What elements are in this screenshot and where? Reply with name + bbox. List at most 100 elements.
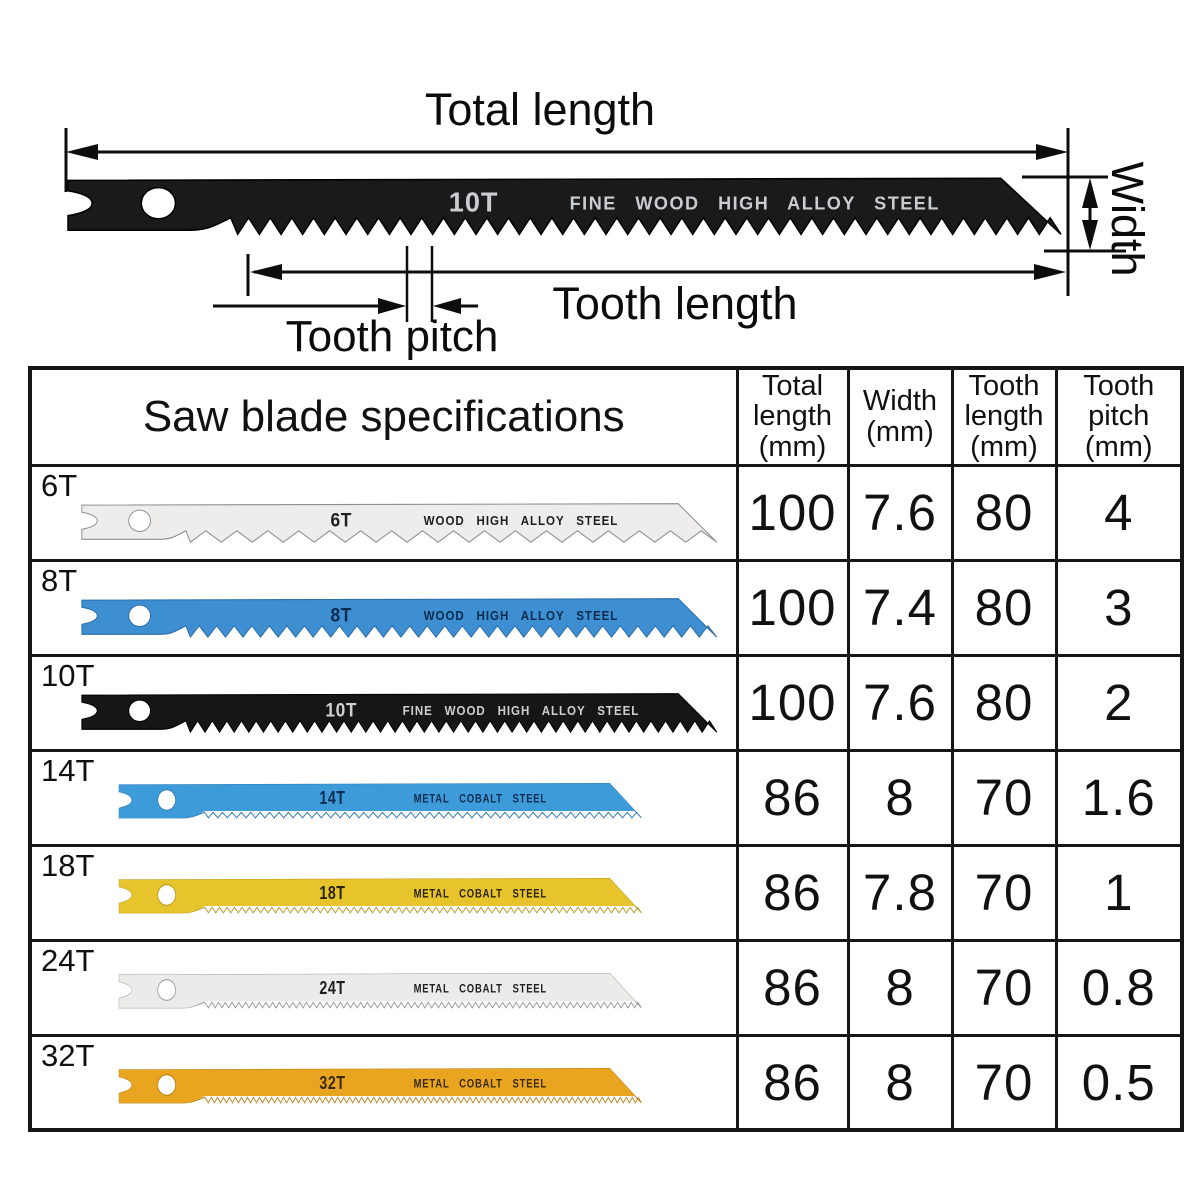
jigsaw-blade-graphic: 14T METAL COBALT STEEL [118, 782, 642, 819]
blade-material-text: FINE WOOD HIGH ALLOY STEEL [570, 192, 940, 213]
tooth-length-value: 70 [950, 1033, 1058, 1132]
total-length-value: 86 [735, 748, 850, 847]
column-header-0: Total length (mm) [735, 366, 850, 467]
blade-image: 10T FINE WOOD HIGH ALLOY STEEL [78, 688, 720, 745]
table-title: Saw blade specifications [28, 366, 739, 467]
blade-mount-hole [157, 1073, 177, 1096]
blade-material-text: METAL COBALT STEEL [414, 982, 547, 995]
tooth-length-value: 80 [950, 558, 1058, 657]
total-length-value: 100 [735, 463, 850, 562]
blade-cell-10T: 10T 10T FINE WOOD HIGH ALLOY STEEL [28, 653, 739, 752]
table-row-32T: 32T 32T METAL COBALT STEEL 86 8 70 0.5 [28, 1033, 1184, 1132]
blade-mount-hole [128, 699, 152, 722]
blade-image: 18T METAL COBALT STEEL [116, 873, 644, 928]
tooth-length-value: 80 [950, 653, 1058, 752]
tooth-length-value: 80 [950, 463, 1058, 562]
blade-image: 8T WOOD HIGH ALLOY STEEL [78, 593, 720, 650]
width-label: Width [1102, 161, 1153, 277]
blade-material-text: METAL COBALT STEEL [414, 1077, 547, 1090]
column-header-3: Tooth pitch (mm) [1054, 366, 1184, 467]
blade-image: 14T METAL COBALT STEEL [116, 778, 644, 833]
total-length-value: 86 [735, 938, 850, 1037]
blade-material-text: METAL COBALT STEEL [414, 887, 547, 900]
blade-material-text: METAL COBALT STEEL [414, 792, 547, 805]
spec-table: Saw blade specifications Total length (mm) W… [28, 366, 1184, 1132]
blade-dimension-diagram: 10T FINE WOOD HIGH ALLOY STEEL [0, 0, 1200, 366]
blade-model-text: 24T [319, 977, 345, 998]
width-value: 7.6 [846, 463, 954, 562]
row-label: 10T [41, 657, 95, 693]
total-length-value: 100 [735, 653, 850, 752]
table-row-8T: 8T 8T WOOD HIGH ALLOY STEEL 100 7.4 80 3 [28, 558, 1184, 657]
tooth-pitch-value: 3 [1054, 558, 1184, 657]
width-value: 8 [846, 1033, 954, 1132]
blade-cell-24T: 24T 24T METAL COBALT STEEL [28, 938, 739, 1037]
tooth-pitch-value: 0.5 [1054, 1033, 1184, 1132]
tooth-pitch-value: 2 [1054, 653, 1184, 752]
blade-material-text: WOOD HIGH ALLOY STEEL [424, 608, 619, 623]
blade-mount-hole [157, 788, 177, 811]
blade-model-text: 10T [449, 186, 499, 218]
total-length-value: 86 [735, 1033, 850, 1132]
blade-model-text: 18T [319, 882, 345, 903]
jigsaw-blade-graphic: 10T FINE WOOD HIGH ALLOY STEEL [81, 692, 718, 733]
table-row-6T: 6T 6T WOOD HIGH ALLOY STEEL 100 7.6 80 4 [28, 463, 1184, 562]
tooth-length-value: 70 [950, 843, 1058, 942]
jigsaw-blade-graphic: 8T WOOD HIGH ALLOY STEEL [81, 597, 718, 638]
blade-mount-hole [157, 978, 177, 1001]
blade-mount-hole [128, 509, 152, 532]
width-value: 8 [846, 748, 954, 847]
width-value: 7.4 [846, 558, 954, 657]
row-label: 18T [41, 847, 95, 883]
tooth-length-value: 70 [950, 748, 1058, 847]
blade-mount-hole [140, 186, 177, 220]
blade-model-text: 10T [325, 698, 357, 720]
tooth-length-value: 70 [950, 938, 1058, 1037]
width-value: 8 [846, 938, 954, 1037]
table-row-24T: 24T 24T METAL COBALT STEEL 86 8 70 0.8 [28, 938, 1184, 1037]
tooth-pitch-label: Tooth pitch [285, 312, 499, 361]
blade-cell-18T: 18T 18T METAL COBALT STEEL [28, 843, 739, 942]
column-header-1: Width (mm) [846, 366, 954, 467]
table-row-18T: 18T 18T METAL COBALT STEEL 86 7.8 70 1 [28, 843, 1184, 942]
blade-model-text: 14T [319, 787, 345, 808]
tooth-pitch-value: 0.8 [1054, 938, 1184, 1037]
blade-model-text: 6T [330, 508, 352, 530]
blade-image: 32T METAL COBALT STEEL [116, 1063, 644, 1118]
row-label: 8T [41, 562, 78, 598]
tooth-pitch-value: 1.6 [1054, 748, 1184, 847]
blade-model-text: 8T [330, 603, 352, 625]
jigsaw-blade-illustration: 10T FINE WOOD HIGH ALLOY STEEL [62, 170, 1066, 253]
blade-material-text: FINE WOOD HIGH ALLOY STEEL [403, 703, 640, 718]
column-header-2: Tooth length (mm) [950, 366, 1058, 467]
table-row-14T: 14T 14T METAL COBALT STEEL 86 8 70 1.6 [28, 748, 1184, 847]
row-label: 24T [41, 942, 95, 978]
tooth-pitch-dimension [213, 246, 478, 322]
width-value: 7.6 [846, 653, 954, 752]
row-label: 6T [41, 467, 78, 503]
total-length-label: Total length [424, 84, 656, 135]
tooth-pitch-value: 1 [1054, 843, 1184, 942]
width-value: 7.8 [846, 843, 954, 942]
jigsaw-blade-graphic: 10T FINE WOOD HIGH ALLOY STEEL [67, 177, 1062, 236]
blade-material-text: WOOD HIGH ALLOY STEEL [424, 513, 619, 528]
total-length-value: 86 [735, 843, 850, 942]
blade-cell-8T: 8T 8T WOOD HIGH ALLOY STEEL [28, 558, 739, 657]
row-label: 32T [41, 1037, 95, 1073]
blade-image: 6T WOOD HIGH ALLOY STEEL [78, 498, 720, 555]
table-header-row: Saw blade specifications Total length (mm) W… [28, 366, 1184, 467]
jigsaw-blade-graphic: 6T WOOD HIGH ALLOY STEEL [81, 502, 718, 543]
tooth-pitch-value: 4 [1054, 463, 1184, 562]
blade-cell-6T: 6T 6T WOOD HIGH ALLOY STEEL [28, 463, 739, 562]
blade-cell-14T: 14T 14T METAL COBALT STEEL [28, 748, 739, 847]
blade-image: 24T METAL COBALT STEEL [116, 968, 644, 1023]
jigsaw-blade-graphic: 18T METAL COBALT STEEL [118, 877, 642, 914]
blade-cell-32T: 32T 32T METAL COBALT STEEL [28, 1033, 739, 1132]
row-label: 14T [41, 752, 95, 788]
blade-mount-hole [128, 604, 152, 627]
blade-mount-hole [157, 883, 177, 906]
table-row-10T: 10T 10T FINE WOOD HIGH ALLOY STEEL 100 7.… [28, 653, 1184, 752]
total-length-value: 100 [735, 558, 850, 657]
tooth-length-label: Tooth length [552, 278, 798, 329]
jigsaw-blade-graphic: 24T METAL COBALT STEEL [118, 972, 642, 1009]
